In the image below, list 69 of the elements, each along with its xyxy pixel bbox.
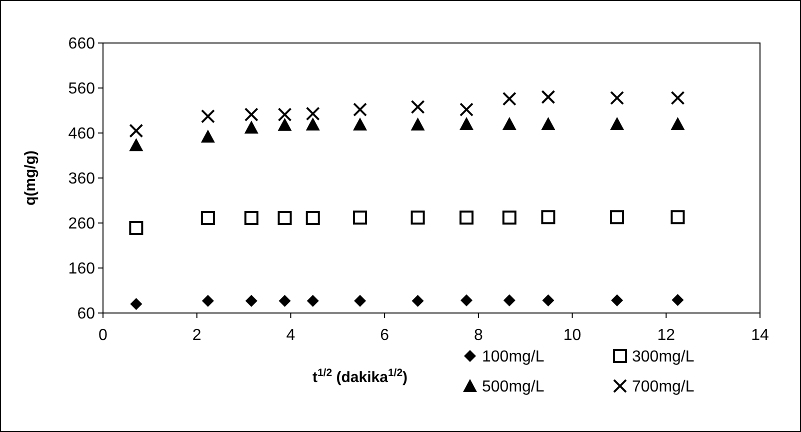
- point: [200, 130, 215, 143]
- x-tick-label: 12: [657, 327, 676, 344]
- point: [306, 211, 320, 226]
- point: [502, 210, 516, 225]
- point: [610, 90, 624, 105]
- x-tick-label: 8: [474, 327, 483, 344]
- point: [460, 102, 474, 117]
- point: [200, 109, 215, 124]
- point: [306, 106, 320, 121]
- point: [244, 120, 258, 134]
- point: [278, 294, 291, 307]
- point: [502, 117, 516, 130]
- point: [200, 211, 215, 226]
- point: [353, 102, 368, 117]
- x-tick-label: 0: [98, 327, 108, 344]
- point: [502, 92, 516, 106]
- point: [672, 294, 684, 306]
- point: [306, 117, 320, 130]
- point: [410, 100, 425, 114]
- y-tick-label: 660: [68, 36, 96, 53]
- point: [410, 117, 425, 130]
- point: [202, 294, 214, 307]
- y-tick-label: 460: [68, 126, 96, 143]
- y-axis-title: q(mg/g): [22, 150, 39, 206]
- x-tick-label: 6: [380, 327, 390, 344]
- point: [354, 294, 366, 307]
- point: [129, 138, 144, 152]
- legend-label: 700mg/L: [632, 378, 694, 396]
- point: [353, 117, 368, 130]
- legend-label: 500mg/L: [482, 378, 544, 396]
- point: [610, 210, 624, 224]
- y-tick-label: 160: [68, 260, 96, 278]
- point: [460, 294, 473, 306]
- point: [670, 210, 685, 224]
- legend-label: 300mg/L: [632, 348, 694, 366]
- point: [670, 90, 685, 105]
- y-tick-label: 260: [68, 216, 96, 233]
- point: [541, 90, 556, 104]
- x-tick-label: 2: [192, 327, 202, 344]
- x-axis-title: t$^{1/2}$ (dakika$^{1/2}$): [312, 367, 408, 386]
- point: [670, 117, 685, 130]
- point: [278, 211, 292, 226]
- point: [410, 210, 425, 225]
- point: [503, 294, 516, 306]
- point: [541, 210, 556, 224]
- point: [130, 298, 142, 310]
- point: [244, 211, 258, 226]
- point: [460, 210, 474, 225]
- point: [610, 117, 624, 130]
- point: [278, 108, 292, 122]
- point: [129, 220, 144, 235]
- y-tick-label: 60: [77, 306, 96, 323]
- point: [306, 294, 319, 307]
- x-tick-label: 4: [286, 327, 296, 344]
- point: [541, 117, 556, 130]
- point: [129, 124, 144, 138]
- legend-label: 100mg/L: [482, 348, 544, 366]
- point: [412, 294, 424, 307]
- y-tick-label: 560: [68, 80, 96, 98]
- point: [353, 210, 368, 225]
- point: [278, 118, 292, 131]
- point: [611, 294, 624, 306]
- x-tick-label: 10: [563, 327, 582, 344]
- point: [245, 294, 258, 307]
- x-tick-label: 14: [751, 327, 769, 344]
- point: [542, 294, 554, 306]
- point: [460, 117, 474, 130]
- y-tick-label: 360: [68, 170, 96, 188]
- point: [244, 108, 258, 122]
